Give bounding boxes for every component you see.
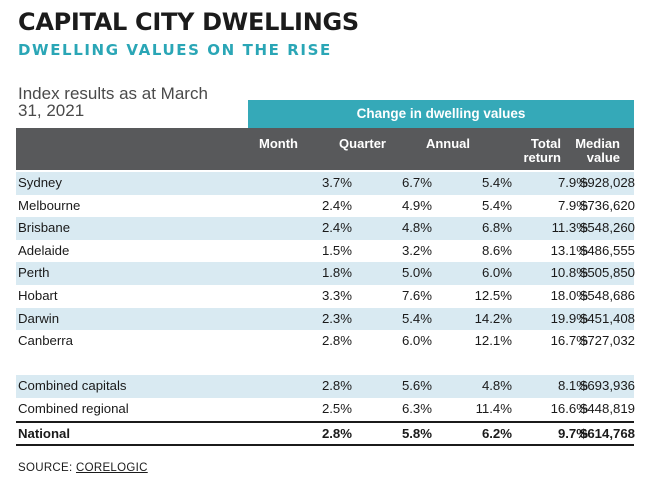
- cell-median: $614,768: [579, 425, 635, 441]
- cell-total: 16.7%: [550, 333, 588, 349]
- cell-annual: 5.4%: [481, 197, 512, 213]
- cell-month: 2.4%: [321, 220, 352, 236]
- cell-annual: 6.2%: [481, 425, 512, 441]
- cell-annual: 11.4%: [475, 400, 512, 416]
- cell-median: $486,555: [579, 242, 635, 258]
- chart-subtitle: DWELLING VALUES ON THE RISE: [18, 41, 332, 59]
- cell-annual: 6.0%: [481, 265, 512, 281]
- cell-median: $451,408: [579, 310, 635, 326]
- row-label: Adelaide: [18, 242, 70, 258]
- table-row: Hobart 3.3% 7.6% 12.5% 18.0% $548,686: [16, 285, 635, 308]
- national-row: National 2.8% 5.8% 6.2% 9.7% $614,768: [16, 420, 635, 446]
- cell-total: 8.1%: [557, 378, 588, 394]
- cell-quarter: 5.8%: [401, 425, 432, 441]
- cell-total: 18.0%: [550, 287, 588, 303]
- cell-annual: 14.2%: [474, 310, 512, 326]
- table-row: Darwin 2.3% 5.4% 14.2% 19.9% $451,408: [16, 307, 635, 331]
- cell-month: 2.8%: [321, 425, 352, 441]
- cell-quarter: 6.0%: [401, 333, 432, 349]
- cell-quarter: 7.6%: [401, 287, 432, 303]
- cell-month: 2.8%: [321, 333, 352, 349]
- row-label: Melbourne: [18, 197, 81, 213]
- cell-total: 13.1%: [550, 242, 588, 258]
- cell-median: $693,936: [579, 378, 635, 394]
- row-label: Sydney: [18, 175, 62, 190]
- cell-quarter: 6.7%: [401, 175, 432, 190]
- summary-row: Combined capitals 2.8% 5.6% 4.8% 8.1% $693,93…: [16, 375, 635, 398]
- table-header: Month Quarter Annual Total return Median…: [16, 128, 634, 170]
- table-row: Adelaide 1.5% 3.2% 8.6% 13.1% $486,555: [16, 240, 635, 263]
- column-header-annual: Annual: [425, 136, 470, 151]
- cell-month: 1.5%: [321, 242, 352, 258]
- cell-month: 3.3%: [321, 287, 352, 303]
- row-label: Combined regional: [18, 400, 129, 416]
- row-label: Darwin: [18, 310, 60, 326]
- cell-total: 7.9%: [557, 197, 588, 213]
- cell-median: $736,620: [579, 197, 635, 213]
- cell-month: 1.8%: [321, 265, 352, 281]
- cell-quarter: 5.4%: [401, 310, 432, 326]
- source-label: SOURCE:: [18, 462, 73, 474]
- cell-month: 2.5%: [321, 400, 352, 416]
- cell-annual: 12.1%: [474, 333, 512, 349]
- cell-annual: 5.4%: [481, 175, 512, 190]
- cell-median: $928,028: [579, 175, 635, 190]
- row-label: Perth: [18, 265, 50, 281]
- cell-annual: 4.8%: [481, 378, 512, 394]
- source-note: SOURCE: CORELOGIC: [18, 462, 148, 474]
- cell-month: 2.3%: [321, 310, 352, 326]
- table-row: Melbourne 2.4% 4.9% 5.4% 7.9% $736,620: [16, 195, 635, 218]
- row-label: Brisbane: [18, 220, 71, 236]
- cell-quarter: 5.0%: [401, 265, 432, 281]
- change-in-dwelling-values-banner: Change in dwelling values: [248, 100, 634, 128]
- cell-total: 19.9%: [550, 310, 588, 326]
- cell-median: $548,686: [579, 287, 635, 303]
- row-label: Canberra: [18, 333, 73, 349]
- table-spacer: [16, 353, 634, 376]
- cell-total: 9.7%: [557, 425, 588, 441]
- cell-month: 2.4%: [321, 197, 352, 213]
- column-header-median-value: Median value: [575, 136, 620, 165]
- cell-median: $448,819: [579, 400, 635, 416]
- cell-quarter: 4.8%: [401, 220, 432, 236]
- cell-median: $505,850: [579, 265, 635, 281]
- row-label: Combined capitals: [18, 378, 127, 394]
- cell-annual: 8.6%: [481, 242, 512, 258]
- cell-median: $548,260: [579, 220, 635, 236]
- column-header-quarter: Quarter: [339, 136, 386, 151]
- summary-row: Combined regional 2.5% 6.3% 11.4% 16.6% $448,…: [16, 398, 635, 421]
- chart-title: CAPITAL CITY DWELLINGS: [18, 8, 359, 36]
- table-row: Brisbane 2.4% 4.8% 6.8% 11.3% $548,260: [16, 217, 635, 240]
- cell-total: 11.3%: [551, 220, 588, 236]
- cell-total: 7.9%: [557, 175, 588, 190]
- cell-month: 3.7%: [321, 175, 352, 190]
- cell-annual: 6.8%: [481, 220, 512, 236]
- row-label: National: [18, 425, 71, 441]
- cell-annual: 12.5%: [474, 287, 512, 303]
- cell-quarter: 5.6%: [401, 378, 432, 394]
- table-row: Sydney 3.7% 6.7% 5.4% 7.9% $928,028: [16, 172, 635, 195]
- cell-quarter: 3.2%: [401, 242, 432, 258]
- cell-total: 10.8%: [550, 265, 588, 281]
- cell-total: 16.6%: [550, 400, 588, 416]
- cell-quarter: 4.9%: [401, 197, 432, 213]
- table-row: Canberra 2.8% 6.0% 12.1% 16.7% $727,032: [16, 330, 635, 353]
- table-row: Perth 1.8% 5.0% 6.0% 10.8% $505,850: [16, 262, 635, 285]
- column-header-month: Month: [259, 136, 298, 151]
- row-label: Hobart: [18, 287, 58, 303]
- cell-month: 2.8%: [321, 378, 352, 394]
- cell-quarter: 6.3%: [401, 400, 432, 416]
- column-header-total-return: Total return: [523, 136, 561, 165]
- source-link[interactable]: CORELOGIC: [76, 462, 148, 474]
- cell-median: $727,032: [579, 333, 635, 349]
- table-body: Sydney 3.7% 6.7% 5.4% 7.9% $928,028 Melbourne 2…: [16, 172, 635, 446]
- index-date-note: Index results as at March 31, 2021: [18, 84, 208, 120]
